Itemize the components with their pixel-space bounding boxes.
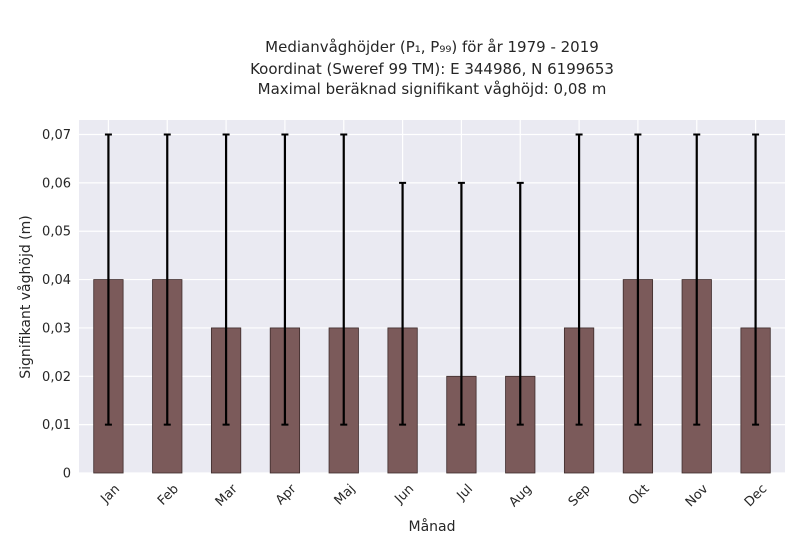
title-line-3: Maximal beräknad signifikant våghöjd: 0,…	[258, 80, 607, 98]
x-tick-label: Aug	[506, 482, 535, 511]
x-tick-label: Okt	[626, 482, 653, 509]
x-tick-label: Dec	[742, 482, 770, 510]
chart-title: Medianvåghöjder (P₁, P₉₉) för år 1979 - …	[250, 38, 614, 98]
error-bar-feb	[163, 133, 171, 426]
y-tick-label: 0,07	[42, 128, 71, 143]
error-bar-okt	[634, 133, 642, 426]
x-tick-label: Jun	[392, 482, 418, 508]
x-axis-label: Månad	[409, 518, 456, 535]
x-tick-labels: Jan Feb Mar Apr Maj Jun Jul Aug Sep Okt Nov Dec	[98, 481, 771, 510]
y-tick-labels: 0 0,01 0,02 0,03 0,04 0,05 0,06 0,07	[42, 128, 71, 481]
x-tick-label: Nov	[683, 481, 712, 510]
x-tick-label: Apr	[273, 481, 300, 508]
error-bar-mar	[222, 133, 230, 426]
x-tick-label: Jan	[98, 482, 123, 507]
y-tick-label: 0,06	[42, 176, 71, 191]
error-bars	[104, 133, 760, 426]
title-line-1: Medianvåghöjder (P₁, P₉₉) för år 1979 - …	[265, 38, 599, 56]
title-line-2: Koordinat (Sweref 99 TM): E 344986, N 61…	[250, 60, 614, 78]
error-bar-dec	[752, 133, 760, 426]
x-tick-label: Feb	[155, 482, 182, 509]
y-tick-label: 0	[63, 467, 71, 482]
error-bar-maj	[340, 133, 348, 426]
y-tick-label: 0,05	[42, 225, 71, 240]
x-tick-label: Mar	[213, 481, 241, 509]
x-tick-label: Jul	[454, 482, 476, 504]
y-tick-label: 0,02	[42, 370, 71, 385]
x-tick-label: Maj	[332, 482, 359, 509]
error-bar-jun	[399, 181, 407, 426]
error-bar-apr	[281, 133, 289, 426]
error-bar-aug	[516, 181, 524, 426]
y-tick-label: 0,04	[42, 273, 71, 288]
error-bar-nov	[693, 133, 701, 426]
error-bar-sep	[575, 133, 583, 426]
y-tick-label: 0,03	[42, 321, 71, 336]
y-axis-label: Signifikant våghöjd (m)	[17, 215, 34, 378]
x-tick-label: Sep	[566, 482, 594, 510]
error-bar-jan	[104, 133, 112, 426]
error-bar-jul	[457, 181, 465, 426]
plot-area	[79, 120, 785, 473]
y-tick-label: 0,01	[42, 418, 71, 433]
